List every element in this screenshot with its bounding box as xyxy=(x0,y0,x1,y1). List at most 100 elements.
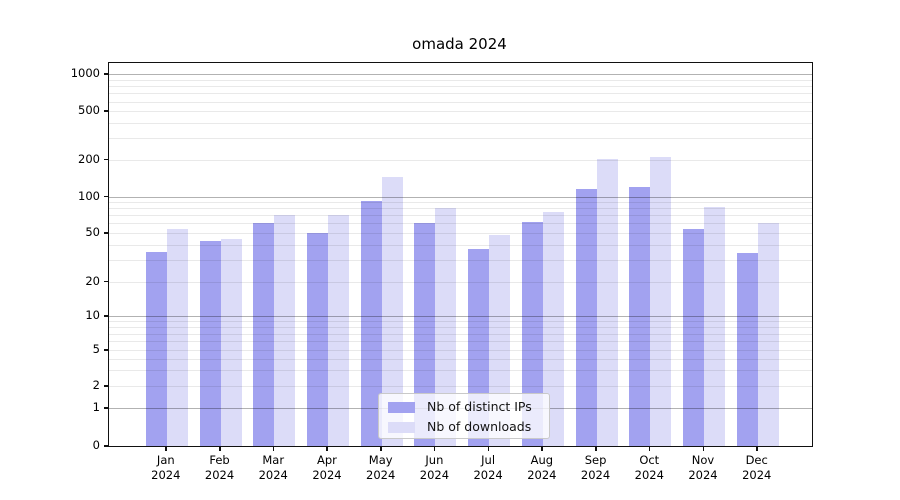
plot-area: Nb of distinct IPs Nb of downloads xyxy=(108,62,813,447)
bar-downloads-oct xyxy=(650,157,672,446)
x-tick-month: May xyxy=(368,453,393,467)
bar-distinct-ips-apr xyxy=(306,233,328,446)
x-tick-month: Sep xyxy=(584,453,607,467)
y-tick-mark xyxy=(104,73,108,75)
x-tick-label: Apr 2024 xyxy=(297,453,357,483)
x-tick-label: Jul 2024 xyxy=(458,453,518,483)
x-tick-label: Jun 2024 xyxy=(404,453,464,483)
x-tick-month: Apr xyxy=(317,453,337,467)
legend-label-downloads: Nb of downloads xyxy=(427,419,532,434)
x-tick-label: Aug 2024 xyxy=(512,453,572,483)
y-tick-mark xyxy=(104,280,108,283)
y-tick-mark xyxy=(104,195,108,198)
y-tick-label: 1 xyxy=(92,400,100,415)
bar-distinct-ips-jun xyxy=(414,223,436,446)
x-tick-year: 2024 xyxy=(258,468,288,482)
x-tick-label: Dec 2024 xyxy=(727,453,787,483)
x-tick-label: Feb 2024 xyxy=(190,453,250,483)
y-tick-mark xyxy=(104,407,108,409)
x-tick-year: 2024 xyxy=(204,468,235,482)
x-tick-month: Jan xyxy=(156,453,175,467)
legend-entry-downloads: Nb of downloads xyxy=(379,417,549,437)
y-tick-mark xyxy=(104,110,108,112)
x-tick-year: 2024 xyxy=(366,468,396,482)
x-tick-month: Aug xyxy=(530,453,554,467)
x-tick-month: Nov xyxy=(691,453,715,467)
x-tick-mark xyxy=(219,446,221,451)
y-tick-label: 50 xyxy=(85,225,100,239)
x-tick-mark xyxy=(648,446,651,451)
bar-distinct-ips-dec xyxy=(736,253,758,446)
bar-distinct-ips-mar xyxy=(253,223,275,446)
bars-layer xyxy=(109,63,812,446)
x-tick-label: Nov 2024 xyxy=(673,453,733,483)
legend-swatch-downloads xyxy=(388,422,415,433)
x-tick-year: 2024 xyxy=(742,468,772,482)
bar-downloads-feb xyxy=(220,238,242,446)
x-tick-month: Feb xyxy=(209,453,230,467)
x-tick-year: 2024 xyxy=(688,468,718,482)
y-tick-label: 2 xyxy=(92,378,100,393)
x-tick-year: 2024 xyxy=(312,468,342,482)
y-tick-mark xyxy=(104,445,108,447)
bar-downloads-jun xyxy=(435,208,457,446)
legend-label-distinct-ips: Nb of distinct IPs xyxy=(427,399,532,414)
x-tick-mark xyxy=(756,446,758,451)
legend-swatch-distinct-ips xyxy=(388,402,415,413)
x-tick-year: 2024 xyxy=(473,468,503,482)
y-tick-label: 1000 xyxy=(70,66,100,81)
bar-downloads-mar xyxy=(274,214,296,446)
x-tick-year: 2024 xyxy=(634,468,664,482)
y-tick-mark xyxy=(104,315,108,317)
x-tick-label: Jan 2024 xyxy=(136,453,196,483)
bar-distinct-ips-sep xyxy=(575,189,597,446)
legend: Nb of distinct IPs Nb of downloads xyxy=(378,393,550,439)
chart-title: omada 2024 xyxy=(412,35,507,53)
y-tick-label: 20 xyxy=(85,273,100,288)
y-tick-label: 10 xyxy=(85,308,100,323)
x-tick-mark xyxy=(541,446,543,451)
bar-downloads-may xyxy=(381,176,403,446)
x-tick-month: Oct xyxy=(639,453,660,467)
x-tick-month: Jul xyxy=(481,453,496,467)
x-tick-mark xyxy=(595,446,597,451)
x-tick-mark xyxy=(272,446,275,451)
bar-downloads-apr xyxy=(327,215,349,446)
x-tick-mark xyxy=(433,446,436,451)
x-tick-mark xyxy=(326,446,328,451)
y-tick-mark xyxy=(104,349,108,351)
bar-downloads-nov xyxy=(704,207,725,446)
x-tick-mark xyxy=(702,446,704,451)
y-tick-label: 0 xyxy=(92,438,100,452)
x-tick-label: Sep 2024 xyxy=(566,453,626,483)
y-tick-label: 500 xyxy=(78,103,100,118)
x-tick-month: Jun xyxy=(425,453,444,467)
bar-distinct-ips-aug xyxy=(521,221,543,446)
x-tick-mark xyxy=(487,446,490,451)
y-tick-mark xyxy=(104,158,108,161)
x-tick-year: 2024 xyxy=(527,468,557,482)
bar-downloads-sep xyxy=(596,159,618,446)
x-tick-label: Mar 2024 xyxy=(243,453,303,483)
x-tick-year: 2024 xyxy=(151,468,181,482)
bar-distinct-ips-oct xyxy=(629,187,651,446)
x-tick-year: 2024 xyxy=(580,468,611,482)
legend-entry-distinct-ips: Nb of distinct IPs xyxy=(379,397,549,417)
y-tick-mark xyxy=(104,385,108,387)
x-tick-label: May 2024 xyxy=(351,453,411,483)
y-tick-label: 200 xyxy=(78,151,100,166)
x-tick-mark xyxy=(380,446,382,451)
x-tick-mark xyxy=(165,446,167,451)
x-tick-month: Mar xyxy=(262,453,285,467)
bar-distinct-ips-may xyxy=(360,200,382,446)
y-tick-mark xyxy=(104,232,108,234)
bar-distinct-ips-feb xyxy=(199,240,221,446)
x-tick-label: Oct 2024 xyxy=(619,453,679,483)
bar-distinct-ips-nov xyxy=(683,228,704,446)
bar-distinct-ips-jan xyxy=(145,251,167,446)
y-tick-label: 5 xyxy=(92,342,100,357)
x-tick-year: 2024 xyxy=(419,468,450,482)
bar-downloads-aug xyxy=(542,211,564,446)
x-tick-month: Dec xyxy=(745,453,768,467)
